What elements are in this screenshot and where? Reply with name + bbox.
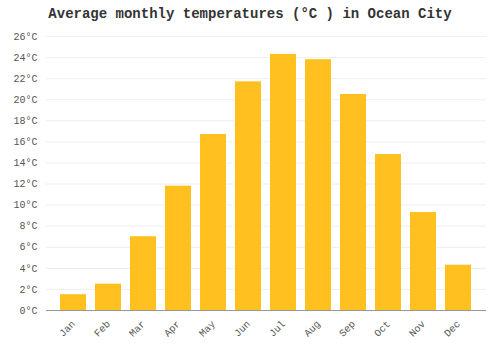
svg-text:4°C: 4°C (19, 264, 37, 275)
svg-text:26°C: 26°C (13, 32, 37, 43)
svg-text:Sep: Sep (337, 319, 358, 340)
svg-text:6°C: 6°C (19, 242, 37, 253)
svg-text:14°C: 14°C (13, 158, 37, 169)
svg-text:Aug: Aug (302, 319, 323, 340)
svg-text:2°C: 2°C (19, 285, 37, 296)
svg-text:Feb: Feb (92, 319, 113, 340)
svg-text:Jul: Jul (267, 319, 288, 340)
svg-text:May: May (197, 319, 218, 340)
svg-text:12°C: 12°C (13, 179, 37, 190)
svg-text:22°C: 22°C (13, 74, 37, 85)
html-text:Average monthly temperatures (: Average monthly temperatures (°C ) in Oc… (48, 6, 452, 22)
svg-text:Nov: Nov (407, 319, 428, 340)
svg-text:0°C: 0°C (19, 306, 37, 317)
svg-text:10°C: 10°C (13, 200, 37, 211)
svg-text:24°C: 24°C (13, 53, 37, 64)
svg-text:16°C: 16°C (13, 137, 37, 148)
svg-text:Jun: Jun (232, 319, 253, 340)
svg-text:Mar: Mar (127, 319, 148, 340)
svg-text:18°C: 18°C (13, 116, 37, 127)
svg-text:20°C: 20°C (13, 95, 37, 106)
svg-text:Oct: Oct (372, 319, 393, 340)
svg-text:Dec: Dec (442, 319, 463, 340)
svg-text:Jan: Jan (57, 319, 78, 340)
svg-text:Apr: Apr (162, 319, 183, 340)
svg-text:8°C: 8°C (19, 221, 37, 232)
